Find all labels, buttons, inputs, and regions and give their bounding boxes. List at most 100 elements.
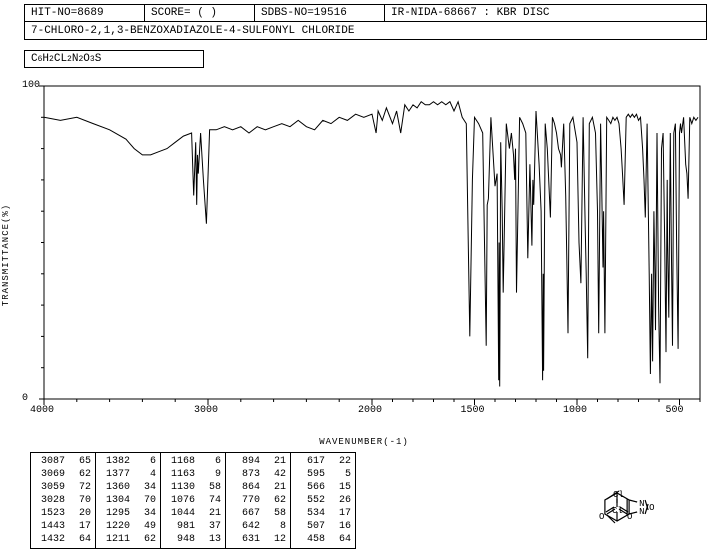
peak-row: 1211 62 — [100, 533, 156, 546]
peak-transmittance: 34 — [138, 482, 156, 493]
peak-row: 534 17 — [295, 507, 351, 520]
peak-wavenumber: 1523 — [35, 508, 65, 519]
peak-wavenumber: 1382 — [100, 456, 130, 467]
peak-transmittance: 62 — [268, 495, 286, 506]
peak-row: 13826 — [100, 455, 156, 468]
x-tick-label: 3000 — [194, 405, 218, 416]
peak-transmittance: 62 — [138, 534, 156, 545]
peak-wavenumber: 864 — [230, 482, 260, 493]
peak-wavenumber: 1360 — [100, 482, 130, 493]
peak-row: 94813 — [165, 533, 221, 546]
peak-wavenumber: 770 — [230, 495, 260, 506]
molecule-structure: ClOONNOCl — [585, 452, 675, 547]
peak-wavenumber: 642 — [230, 521, 260, 532]
peak-wavenumber: 1304 — [100, 495, 130, 506]
peak-row: 63112 — [230, 533, 286, 546]
peak-row: 3087 65 — [35, 455, 91, 468]
peak-row: 894 21 — [230, 455, 286, 468]
molecule-svg: ClOONNOCl — [585, 452, 675, 547]
peak-row: 1360 34 — [100, 481, 156, 494]
peak-transmittance: 65 — [73, 456, 91, 467]
peak-wavenumber: 595 — [295, 469, 325, 480]
peak-column: 894 21 873 42 864 21 770 6266758642863112 — [226, 453, 291, 548]
peak-row: 122049 — [100, 520, 156, 533]
peak-row: 50716 — [295, 520, 351, 533]
svg-text:N: N — [639, 499, 644, 509]
peak-transmittance: 26 — [333, 495, 351, 506]
formula: C6H2CL2N2O3S — [24, 50, 204, 68]
peak-row: 770 62 — [230, 494, 286, 507]
peak-row: 1377 4 — [100, 468, 156, 481]
peak-row: 1076 74 — [165, 494, 221, 507]
peak-transmittance: 4 — [138, 469, 156, 480]
x-tick-label: 1500 — [461, 405, 485, 416]
peak-wavenumber: 3028 — [35, 495, 65, 506]
peak-wavenumber: 981 — [165, 521, 195, 532]
ir-info-cell: IR-NIDA-68667 : KBR DISC — [385, 5, 706, 21]
peak-row: 306962 — [35, 468, 91, 481]
y-axis-label: TRANSMITTANCE(%) — [1, 203, 11, 305]
peak-wavenumber: 1076 — [165, 495, 195, 506]
peak-row: 1432 64 — [35, 533, 91, 546]
svg-text:O: O — [649, 503, 654, 513]
hit-no-cell: HIT-NO=8689 — [25, 5, 145, 21]
x-axis-label: WAVENUMBER(-1) — [319, 437, 409, 447]
peak-transmittance: 15 — [333, 482, 351, 493]
spectrum-chart: TRANSMITTANCE(%) WAVENUMBER(-1) 40003000… — [24, 82, 704, 427]
peak-row: 1163 9 — [165, 468, 221, 481]
peak-row: 113058 — [165, 481, 221, 494]
peak-row: 552 26 — [295, 494, 351, 507]
peak-column: 3087653069623059723028701523201443171432… — [31, 453, 96, 548]
peak-wavenumber: 3087 — [35, 456, 65, 467]
peak-row: 873 42 — [230, 468, 286, 481]
peak-row: 3059 72 — [35, 481, 91, 494]
peak-transmittance: 21 — [268, 482, 286, 493]
peak-wavenumber: 1432 — [35, 534, 65, 545]
peak-row: 66758 — [230, 507, 286, 520]
peak-wavenumber: 3059 — [35, 482, 65, 493]
peak-wavenumber: 631 — [230, 534, 260, 545]
peak-row: 45864 — [295, 533, 351, 546]
peak-transmittance: 74 — [203, 495, 221, 506]
peak-transmittance: 34 — [138, 508, 156, 519]
x-tick-label: 500 — [666, 405, 684, 416]
peak-transmittance: 17 — [333, 508, 351, 519]
peak-wavenumber: 1220 — [100, 521, 130, 532]
peak-transmittance: 22 — [333, 456, 351, 467]
peak-transmittance: 5 — [333, 469, 351, 480]
svg-text:O: O — [599, 512, 604, 522]
score-cell: SCORE= ( ) — [145, 5, 255, 21]
peak-transmittance: 64 — [73, 534, 91, 545]
peak-wavenumber: 552 — [295, 495, 325, 506]
peak-row: 11686 — [165, 455, 221, 468]
peak-wavenumber: 617 — [295, 456, 325, 467]
x-tick-label: 4000 — [30, 405, 54, 416]
peak-wavenumber: 1443 — [35, 521, 65, 532]
peak-transmittance: 72 — [73, 482, 91, 493]
sdbs-no-cell: SDBS-NO=19516 — [255, 5, 385, 21]
x-tick-label: 1000 — [563, 405, 587, 416]
peak-transmittance: 42 — [268, 469, 286, 480]
x-tick-label: 2000 — [358, 405, 382, 416]
peak-wavenumber: 1377 — [100, 469, 130, 480]
peak-wavenumber: 894 — [230, 456, 260, 467]
peak-transmittance: 17 — [73, 521, 91, 532]
peak-wavenumber: 1163 — [165, 469, 195, 480]
peak-transmittance: 21 — [268, 456, 286, 467]
peak-wavenumber: 1211 — [100, 534, 130, 545]
peak-transmittance: 9 — [203, 469, 221, 480]
peak-wavenumber: 3069 — [35, 469, 65, 480]
peak-column: 1382613774136034130470129534122049121162 — [96, 453, 161, 548]
peak-wavenumber: 1168 — [165, 456, 195, 467]
peak-transmittance: 37 — [203, 521, 221, 532]
peak-wavenumber: 873 — [230, 469, 260, 480]
peak-wavenumber: 458 — [295, 534, 325, 545]
peak-row: 302870 — [35, 494, 91, 507]
peak-wavenumber: 534 — [295, 508, 325, 519]
peak-row: 6428 — [230, 520, 286, 533]
peak-wavenumber: 1295 — [100, 508, 130, 519]
peak-wavenumber: 1044 — [165, 508, 195, 519]
peak-transmittance: 20 — [73, 508, 91, 519]
peak-wavenumber: 948 — [165, 534, 195, 545]
peak-wavenumber: 1130 — [165, 482, 195, 493]
